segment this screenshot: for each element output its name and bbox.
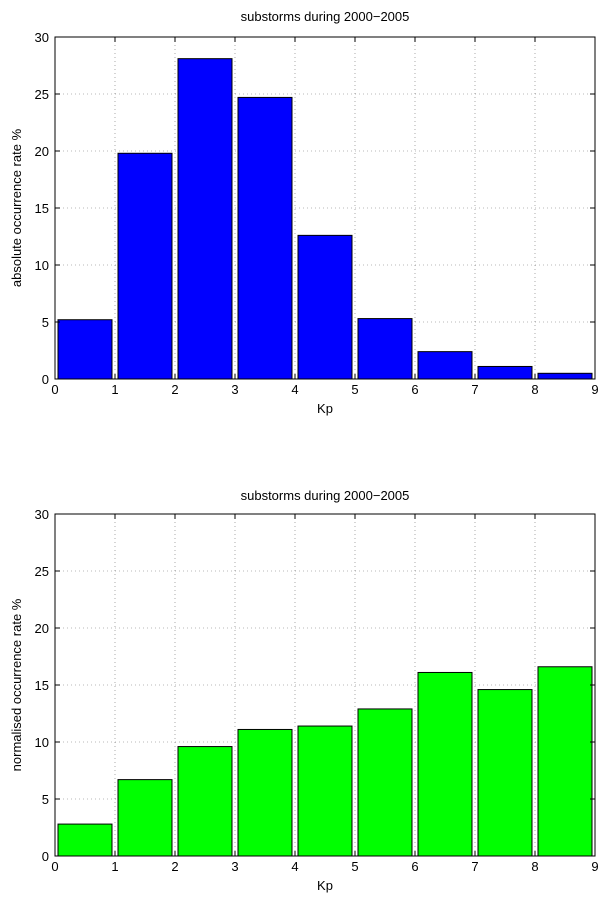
x-tick-label: 0	[51, 382, 58, 397]
bar	[417, 351, 473, 380]
chart-bottom: substorms during 2000−2005 0 1 2 3 4 5 6 7 8 9 0 5 1…	[9, 488, 598, 893]
bar	[237, 728, 293, 857]
y-tick-label: 0	[42, 372, 49, 387]
bar	[297, 234, 353, 380]
y-axis-label: normalised occurrence rate %	[9, 598, 24, 771]
y-tick-label: 5	[42, 315, 49, 330]
x-axis-label: Kp	[317, 878, 333, 893]
chart-top: substorms during 2000−2005 0 1 2 3 4 5 6 7 8 9 0 5 1…	[9, 9, 598, 416]
y-tick-label: 25	[35, 564, 49, 579]
bar	[117, 152, 173, 380]
y-tick-label: 5	[42, 792, 49, 807]
bar	[477, 689, 533, 857]
y-tick-label: 15	[35, 201, 49, 216]
bar	[357, 318, 413, 380]
x-tick-label: 2	[171, 382, 178, 397]
bar	[57, 823, 113, 857]
x-tick-label: 3	[231, 859, 238, 874]
x-tick-label: 5	[351, 859, 358, 874]
chart-title: substorms during 2000−2005	[241, 488, 410, 503]
x-tick-label: 9	[591, 859, 598, 874]
y-tick-label: 15	[35, 678, 49, 693]
x-tick-label: 8	[531, 382, 538, 397]
axis-ticks: 0 1 2 3 4 5 6 7 8 9 0 5 10 15 20 25 30	[35, 30, 598, 397]
x-tick-label: 6	[411, 859, 418, 874]
y-tick-label: 10	[35, 258, 49, 273]
bars	[57, 58, 593, 380]
x-tick-label: 0	[51, 859, 58, 874]
x-tick-label: 1	[111, 859, 118, 874]
x-tick-label: 7	[471, 382, 478, 397]
y-tick-label: 30	[35, 507, 49, 522]
y-tick-label: 20	[35, 144, 49, 159]
y-tick-label: 10	[35, 735, 49, 750]
bar	[177, 746, 233, 857]
bar	[57, 319, 113, 380]
grid-lines	[55, 514, 595, 856]
bar	[537, 666, 593, 857]
x-tick-label: 5	[351, 382, 358, 397]
y-tick-label: 25	[35, 87, 49, 102]
x-axis-label: Kp	[317, 401, 333, 416]
x-tick-label: 8	[531, 859, 538, 874]
bar	[537, 372, 593, 380]
x-tick-label: 9	[591, 382, 598, 397]
y-tick-label: 30	[35, 30, 49, 45]
bar	[117, 779, 173, 857]
x-tick-label: 1	[111, 382, 118, 397]
x-tick-label: 6	[411, 382, 418, 397]
y-axis-label: absolute occurrence rate %	[9, 128, 24, 287]
bar	[237, 96, 293, 380]
y-tick-label: 20	[35, 621, 49, 636]
x-tick-label: 2	[171, 859, 178, 874]
y-tick-label: 0	[42, 849, 49, 864]
axis-ticks: 0 1 2 3 4 5 6 7 8 9 0 5 10 15 20 25 30	[35, 507, 598, 874]
bar	[357, 708, 413, 857]
x-tick-label: 7	[471, 859, 478, 874]
bar	[417, 671, 473, 857]
bar	[177, 58, 233, 380]
bars	[57, 666, 593, 857]
grid-lines	[55, 37, 595, 379]
x-tick-label: 4	[291, 859, 298, 874]
bar	[297, 725, 353, 857]
bar	[477, 365, 533, 380]
chart-title: substorms during 2000−2005	[241, 9, 410, 24]
x-tick-label: 4	[291, 382, 298, 397]
x-tick-label: 3	[231, 382, 238, 397]
